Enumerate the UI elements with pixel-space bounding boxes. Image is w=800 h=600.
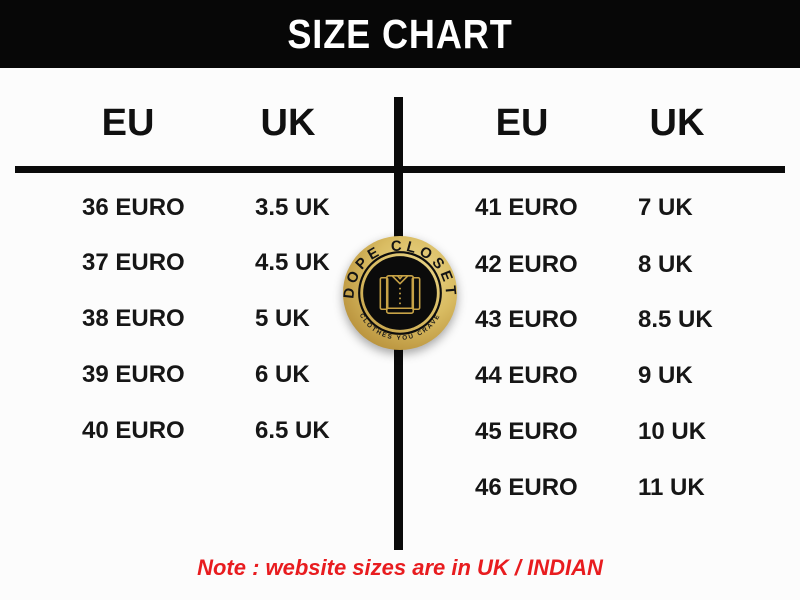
right-table-header-eu: EU xyxy=(495,102,549,144)
left-table-header-uk: UK xyxy=(260,102,316,144)
size-cell-eu: 38 EURO xyxy=(82,305,185,332)
size-cell-uk: 8.5 UK xyxy=(638,306,713,333)
logo-inner-ring xyxy=(358,251,442,335)
size-cell-eu: 36 EURO xyxy=(82,194,185,221)
page-title: SIZE CHART xyxy=(287,10,513,57)
size-cell-uk: 5 UK xyxy=(255,305,310,332)
shirt-icon xyxy=(379,275,421,314)
left-table-header-eu: EU xyxy=(101,102,155,144)
size-cell-uk: 6.5 UK xyxy=(255,417,330,444)
right-table-header-uk: UK xyxy=(649,102,705,144)
size-cell-eu: 42 EURO xyxy=(475,251,578,278)
size-cell-uk: 6 UK xyxy=(255,361,310,388)
size-cell-eu: 37 EURO xyxy=(82,249,185,276)
size-cell-eu: 43 EURO xyxy=(475,306,578,333)
size-cell-eu: 40 EURO xyxy=(82,417,185,444)
size-note: Note : website sizes are in UK / INDIAN xyxy=(197,555,603,580)
size-cell-eu: 44 EURO xyxy=(475,362,578,389)
size-cell-eu: 39 EURO xyxy=(82,361,185,388)
size-cell-uk: 10 UK xyxy=(638,418,707,445)
size-cell-eu: 41 EURO xyxy=(475,194,578,221)
size-cell-uk: 9 UK xyxy=(638,362,693,389)
title-bar: SIZE CHART xyxy=(0,0,800,68)
size-cell-eu: 45 EURO xyxy=(475,418,578,445)
size-cell-uk: 8 UK xyxy=(638,251,693,278)
shirt-buttons xyxy=(399,287,401,305)
size-cell-uk: 3.5 UK xyxy=(255,194,330,221)
size-cell-uk: 11 UK xyxy=(638,474,705,501)
size-cell-eu: 46 EURO xyxy=(475,474,578,501)
brand-logo: DOPE CLOSET CLOTHES YOU CRAVE xyxy=(341,234,459,352)
brand-logo-svg: DOPE CLOSET CLOTHES YOU CRAVE xyxy=(341,235,458,351)
size-cell-uk: 7 UK xyxy=(638,194,693,221)
size-cell-uk: 4.5 UK xyxy=(255,249,330,276)
